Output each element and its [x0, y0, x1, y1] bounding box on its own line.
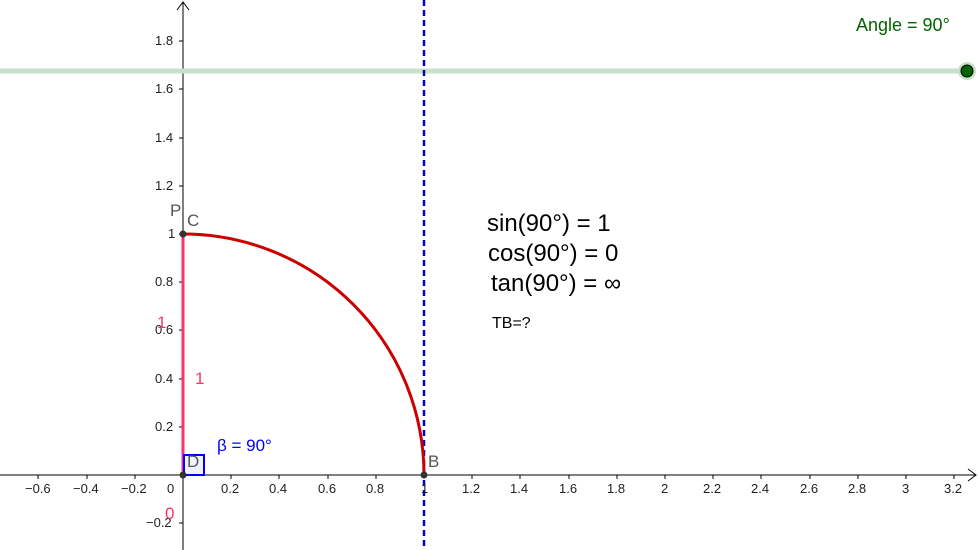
x-tick-label: 1.2	[462, 481, 481, 496]
point-label-d: D	[187, 452, 200, 471]
tan-text: tan(90°) = ∞	[491, 270, 622, 297]
x-tick-label: 2.4	[751, 481, 770, 496]
x-tick-label: 0.4	[269, 481, 288, 496]
x-tick-label: 1.4	[510, 481, 529, 496]
y-tick-label: 0.8	[155, 274, 174, 289]
x-ticks	[37, 475, 955, 479]
point-b[interactable]	[420, 471, 428, 479]
x-tick-label: −0.2	[121, 481, 147, 496]
y-tick-label: 1.8	[155, 33, 174, 48]
angle-slider-label: Angle = 90°	[856, 15, 950, 35]
point-d[interactable]	[179, 471, 187, 479]
tb-question-text: TB=?	[492, 315, 531, 332]
y-tick-label: 1.2	[155, 178, 174, 193]
y-tick-label: 1	[168, 226, 176, 241]
x-tick-label: 3	[902, 481, 910, 496]
x-tick-label: 0	[167, 481, 175, 496]
segment-label-left: 1	[157, 313, 167, 332]
x-tick-label: 0.2	[221, 481, 240, 496]
segment-label-right: 1	[195, 369, 205, 388]
cos-text: cos(90°) = 0	[488, 240, 619, 267]
x-tick-label: 2.6	[800, 481, 819, 496]
x-tick-label: 2.8	[848, 481, 867, 496]
x-tick-label: 2	[661, 481, 669, 496]
x-tick-label: 3.2	[944, 481, 963, 496]
y-tick-label: −0.2	[146, 515, 172, 530]
point-c[interactable]	[179, 230, 187, 238]
x-tick-label: −0.4	[73, 481, 99, 496]
angle-beta-label: β = 90°	[217, 436, 272, 455]
y-tick-label: 0.6	[155, 322, 174, 337]
x-axis-arrow-icon	[967, 468, 977, 482]
x-tick-label: −0.6	[25, 481, 51, 496]
point-label-c: C	[187, 211, 200, 230]
point-label-b: B	[428, 452, 440, 471]
y-tick-label: 1.6	[155, 81, 174, 96]
angle-slider-knob[interactable]	[960, 64, 974, 78]
y-tick-label: 0.2	[155, 419, 174, 434]
y-tick-label: 1.4	[155, 130, 174, 145]
sin-text: sin(90°) = 1	[487, 210, 611, 237]
x-tick-label: 1.8	[607, 481, 626, 496]
unit-circle-arc	[182, 232, 426, 476]
x-tick-label: 1.6	[559, 481, 578, 496]
x-tick-label: 0.6	[318, 481, 337, 496]
x-tick-label: 0.8	[366, 481, 385, 496]
right-angle-marker	[183, 454, 205, 476]
x-tick-label: 1	[421, 481, 429, 496]
point-label-p: P	[170, 201, 182, 220]
y-axis-arrow-icon	[176, 1, 190, 11]
x-tick-label: 2.2	[703, 481, 722, 496]
y-tick-label: 0.4	[155, 371, 174, 386]
segment-label-zero: 0	[165, 504, 175, 523]
